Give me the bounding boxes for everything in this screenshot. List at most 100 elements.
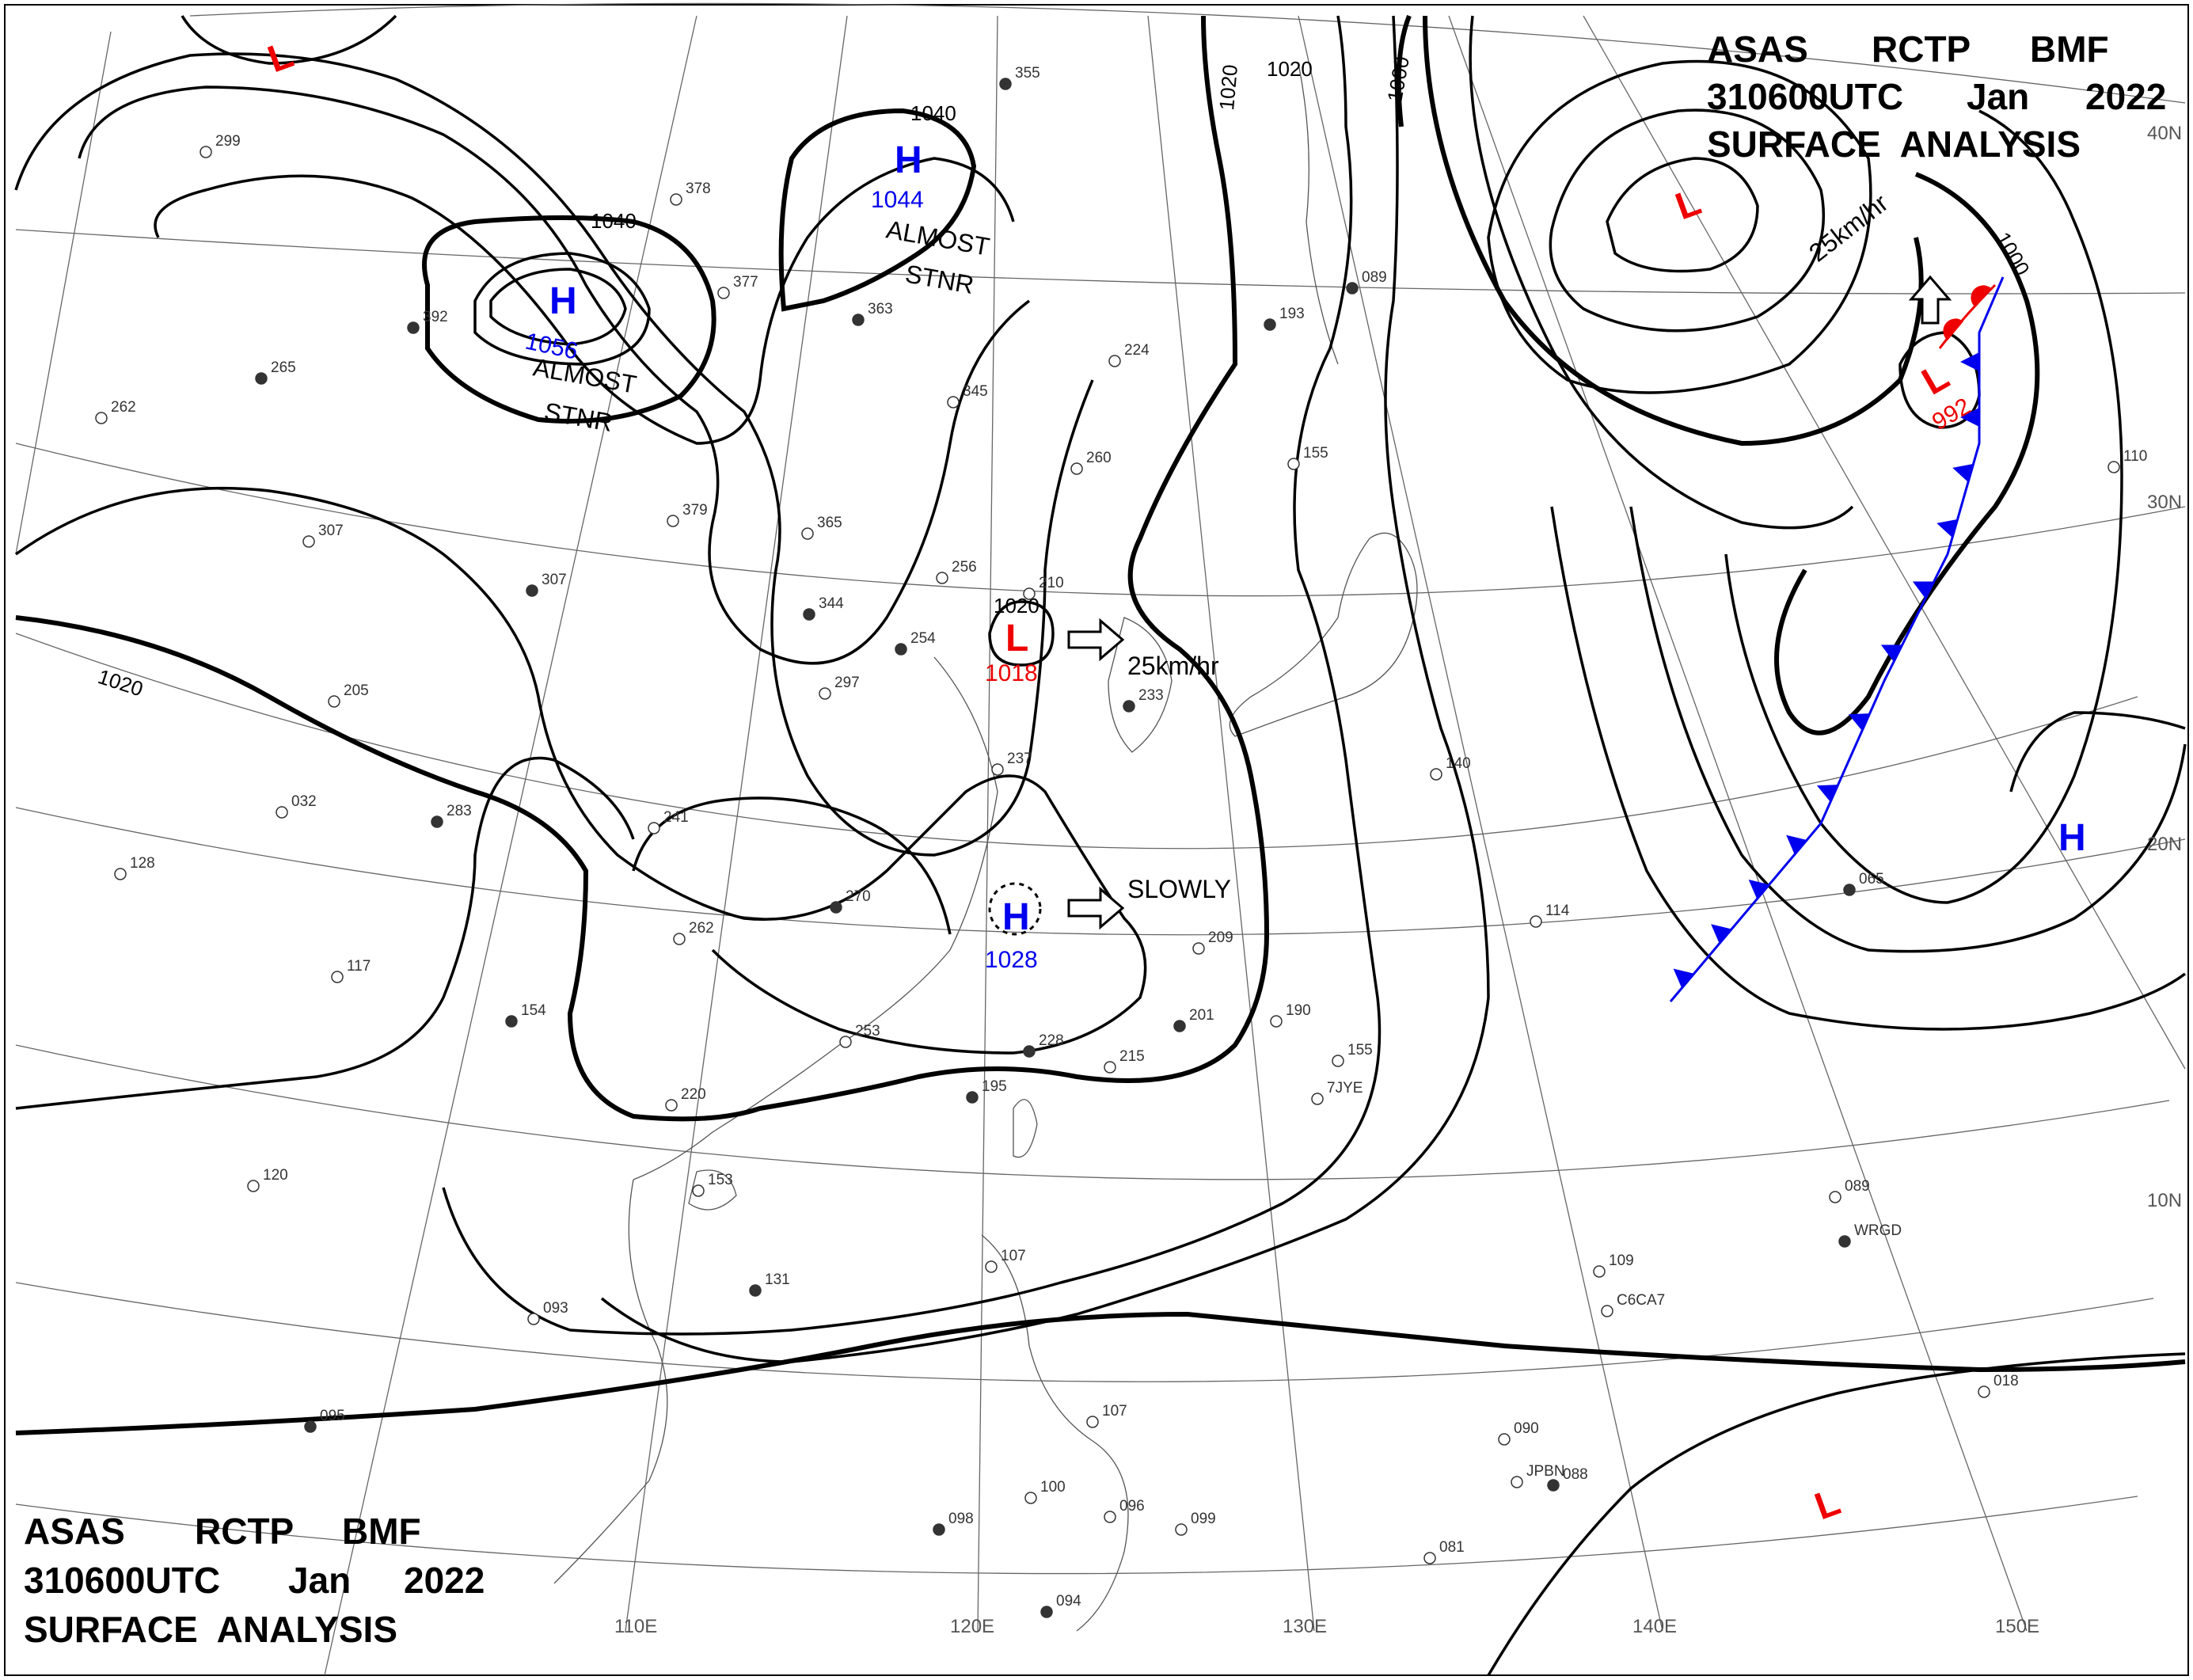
isobar-low-2 — [1549, 108, 1825, 333]
isobar-1000-north — [1396, 14, 1924, 447]
lat-10n-line — [15, 1282, 2154, 1382]
longitude-grid — [15, 15, 2186, 1676]
station-label: 190 — [1286, 1002, 1311, 1019]
isobar-1040-siberia — [422, 215, 716, 424]
lon-120e-line — [977, 15, 998, 1632]
station-label: 253 — [855, 1023, 880, 1040]
isobar-ring-east-3 — [1550, 506, 2187, 1031]
warm-front-segment — [1938, 283, 1997, 349]
station-label: 254 — [910, 630, 936, 647]
header-tr-month: Jan — [1967, 76, 2029, 117]
station-marker — [819, 687, 831, 700]
station-label: 099 — [1191, 1511, 1216, 1527]
hainan-coast — [688, 1169, 737, 1211]
station-marker — [933, 1523, 945, 1536]
sakhalin-coast — [1298, 63, 1339, 365]
isobar-top-left — [181, 14, 397, 65]
isobar-label-1040-a: 1040 — [591, 209, 637, 233]
station-marker — [749, 1284, 762, 1297]
station-marker — [276, 806, 288, 819]
header-bottom-left: ASAS RCTP BMF 310600UTC Jan 2022 SURFACE… — [24, 1511, 485, 1650]
lat-label-20n: 20N — [2147, 834, 2182, 855]
station-label: 128 — [130, 855, 155, 872]
station-marker — [527, 1313, 540, 1325]
station-label: 237 — [1007, 751, 1032, 767]
low-center-1018: L — [1005, 618, 1028, 659]
cold-front-tooth — [1711, 924, 1732, 944]
indochina-coast — [553, 1179, 668, 1584]
station-label: 224 — [1124, 342, 1150, 359]
cold-front-tooth — [1960, 352, 1979, 371]
station-marker — [717, 287, 730, 299]
station-label: 297 — [834, 675, 860, 691]
station-label: 265 — [271, 359, 296, 376]
station-label: 241 — [663, 809, 689, 826]
station-marker — [1024, 1492, 1037, 1504]
station-marker — [247, 1180, 260, 1192]
station-marker — [1123, 700, 1135, 713]
high-pressure-1044: 1044 — [871, 187, 924, 213]
station-label: 096 — [1119, 1498, 1145, 1515]
lon-label-130e: 130E — [1283, 1616, 1327, 1637]
station-label: 307 — [318, 523, 344, 539]
lon-label-150e: 150E — [1995, 1616, 2039, 1637]
station-label: 018 — [1993, 1373, 2019, 1389]
station-label: 7JYE — [1327, 1080, 1363, 1097]
lat-30n-line — [15, 443, 2186, 597]
header-tr-year: 2022 — [2085, 76, 2166, 117]
station-marker — [1023, 587, 1036, 600]
lat-label-10n: 10N — [2147, 1190, 2182, 1211]
isobar-south — [1487, 1352, 2186, 1676]
isobar-ring-east-1 — [1724, 109, 2123, 904]
isobar-low-1 — [1606, 157, 1759, 273]
station-marker — [1023, 1045, 1036, 1058]
station-marker — [1530, 915, 1542, 928]
station-marker — [1430, 768, 1442, 781]
header-bl-code: BMF — [342, 1511, 421, 1552]
station-label: 065 — [1859, 871, 1884, 888]
cold-front-tooth — [1912, 581, 1934, 599]
station-label: 032 — [291, 793, 317, 810]
station-label: 210 — [1039, 575, 1064, 591]
slowly-label: SLOWLY — [1127, 875, 1231, 903]
station-label: 153 — [708, 1172, 733, 1188]
header-bl-title: SURFACE ANALYSIS — [24, 1609, 397, 1650]
station-marker — [1173, 1020, 1186, 1032]
cold-front-tooth — [1748, 879, 1769, 899]
lon-90e-line — [15, 31, 112, 555]
lon-130e-line — [1147, 15, 1315, 1632]
station-marker — [95, 412, 108, 424]
cold-front-line — [1669, 276, 2005, 1002]
station-label: 270 — [846, 888, 871, 905]
station-marker — [667, 515, 679, 527]
station-label: 220 — [681, 1086, 706, 1103]
cold-front-tooth — [1786, 834, 1807, 855]
header-bl-agency: ASAS — [24, 1511, 125, 1552]
station-marker — [1601, 1305, 1613, 1317]
cold-front-tooth — [1952, 463, 1974, 482]
isobar-1028-south — [632, 796, 952, 935]
header-tr-title: SURFACE ANALYSIS — [1707, 124, 2081, 165]
station-marker — [692, 1184, 705, 1197]
lat-label-30n: 30N — [2147, 492, 2182, 513]
isobar-east-h — [2009, 711, 2186, 792]
station-label: 088 — [1563, 1466, 1588, 1483]
station-marker — [1104, 1061, 1116, 1074]
station-marker — [1311, 1093, 1324, 1105]
header-bl-station: RCTP — [195, 1511, 294, 1552]
isobar-1020-east — [15, 1311, 2186, 1435]
station-plots: 355 378 377 363 345 299 392 224 260 265 262 307 307 3… — [95, 65, 2147, 1618]
station-marker — [302, 535, 315, 548]
header-bl-year: 2022 — [404, 1560, 485, 1601]
station-marker — [505, 1015, 518, 1028]
isobars — [14, 14, 2187, 1676]
isobar-labels: 1040 1040 1020 1020 1000 1000 1020 1020 — [95, 55, 2035, 701]
station-label: 094 — [1056, 1593, 1081, 1610]
movement-arrows — [1067, 275, 1952, 930]
station-marker — [1175, 1523, 1188, 1536]
station-label: 355 — [1015, 65, 1040, 82]
station-label: 378 — [686, 181, 711, 197]
isobar-1008 — [600, 15, 1490, 1363]
station-label: 154 — [521, 1002, 546, 1019]
